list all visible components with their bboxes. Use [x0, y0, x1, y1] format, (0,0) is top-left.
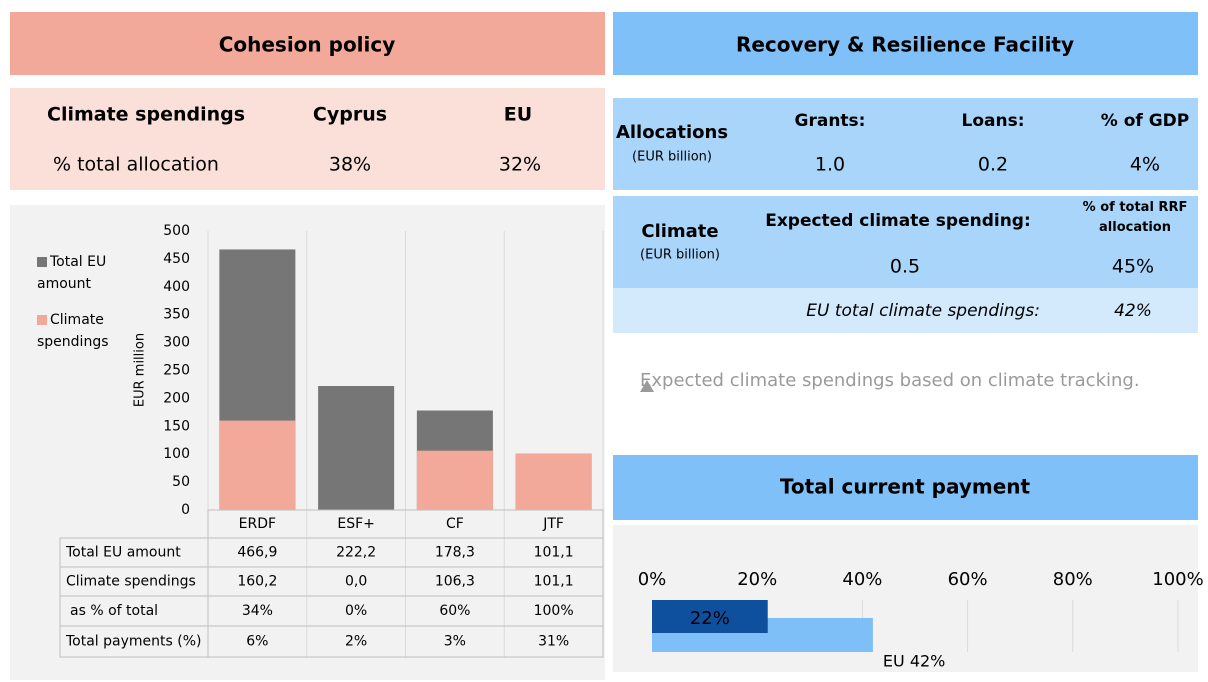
cohesion-panel [10, 88, 605, 190]
value: 42% [1114, 301, 1152, 321]
header: EU [504, 104, 532, 126]
cell: 3% [444, 634, 466, 650]
header: % of total RRF allocation [1082, 200, 1188, 235]
legend-swatch [37, 257, 47, 267]
label: EU total climate spendings: [806, 301, 1040, 321]
legend-label: Climate spendings [37, 312, 109, 350]
value: 4% [1130, 154, 1160, 176]
title: Cohesion policy [219, 33, 396, 57]
header: Expected climate spending: [765, 211, 1031, 231]
cell: 466,9 [237, 545, 277, 561]
value: 1.0 [815, 154, 845, 176]
x-tick-label: ESF+ [337, 516, 375, 532]
y-tick-label: 350 [163, 307, 190, 323]
payment-header [613, 455, 1198, 520]
bar-label: 22% [690, 608, 730, 629]
table-row [59, 625, 604, 658]
unit: (EUR billion) [632, 150, 712, 165]
title: Recovery & Resilience Facility [736, 33, 1074, 57]
cell: 178,3 [435, 545, 475, 561]
bar [652, 600, 768, 633]
x-tick-label: 100% [1152, 569, 1203, 590]
note: Expected climate spendings based on clim… [640, 370, 1140, 391]
cell: 38% [329, 154, 371, 176]
bar [515, 453, 592, 510]
x-tick-label: 60% [948, 569, 988, 590]
legend-swatch [37, 315, 47, 325]
x-tick-label: 20% [737, 569, 777, 590]
header: Cyprus [313, 104, 387, 126]
y-tick-label: 50 [172, 474, 190, 490]
value: 0.2 [978, 154, 1008, 176]
y-tick-label: 0 [181, 502, 190, 518]
y-tick-label: 150 [163, 418, 190, 434]
row-label: as % of total [70, 603, 158, 619]
title: Total current payment [780, 475, 1031, 499]
row-label: Total payments (%) [65, 634, 201, 650]
header: Grants: [795, 111, 866, 131]
allocations-panel [613, 98, 1198, 190]
y-tick-label: 300 [163, 335, 190, 351]
chart-panel [10, 205, 605, 680]
row-label: Total EU amount [65, 545, 181, 561]
value: 45% [1112, 256, 1154, 278]
header: % of GDP [1101, 111, 1189, 131]
climate-panel [613, 196, 1198, 288]
eu-total-panel [613, 288, 1198, 333]
cell: 222,2 [336, 545, 376, 561]
row-label: Climate spendings [66, 574, 196, 590]
x-tick-label: ERDF [239, 516, 276, 532]
cell: 106,3 [435, 574, 475, 590]
y-tick-label: 100 [163, 446, 190, 462]
cell: 34% [242, 603, 273, 619]
header: Loans: [961, 111, 1024, 131]
cell: 100% [534, 603, 574, 619]
x-tick-label: 0% [638, 569, 667, 590]
cell: 0% [345, 603, 367, 619]
cohesion-header [10, 12, 605, 75]
label: Climate [641, 221, 718, 242]
label: Allocations [616, 122, 728, 143]
bar [219, 420, 296, 510]
header-box: % of total RRF allocation [1082, 200, 1188, 235]
cell: 101,1 [534, 545, 574, 561]
cell: 2% [345, 634, 367, 650]
cell: 6% [246, 634, 268, 650]
bar-label: EU 42% [883, 652, 945, 671]
value: 0.5 [890, 256, 920, 278]
cell: 101,1 [534, 574, 574, 590]
cell: 31% [538, 634, 569, 650]
cell: % total allocation [53, 154, 219, 176]
y-tick-label: 500 [163, 223, 190, 239]
y-tick-label: 450 [163, 251, 190, 267]
x-tick-label: JTF [542, 516, 564, 532]
x-tick-label: 40% [842, 569, 882, 590]
bar [416, 450, 493, 510]
rrf-header [613, 12, 1198, 75]
header: Climate spendings [47, 104, 245, 126]
legend-label: Total EU amount [37, 254, 106, 292]
cell: 0,0 [345, 574, 367, 590]
note-icon [640, 380, 654, 392]
x-tick-label: 80% [1053, 569, 1093, 590]
y-tick-label: 200 [163, 390, 190, 406]
x-tick-label: CF [446, 516, 464, 532]
bar [318, 386, 395, 510]
y-tick-label: 250 [163, 363, 190, 379]
y-tick-label: 400 [163, 279, 190, 295]
cell: 160,2 [237, 574, 277, 590]
y-axis-label: EUR million [133, 333, 148, 407]
cell: 60% [439, 603, 470, 619]
unit: (EUR billion) [640, 248, 720, 263]
cell: 32% [499, 154, 541, 176]
